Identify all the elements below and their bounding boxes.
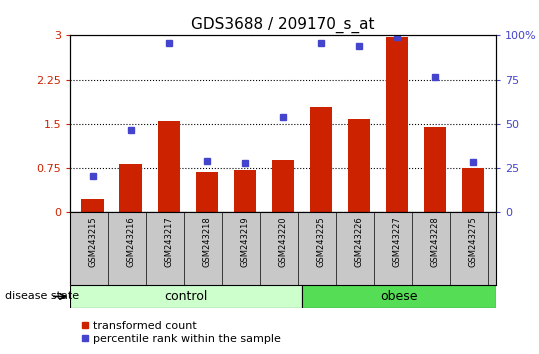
Bar <box>302 285 496 308</box>
Text: GSM243227: GSM243227 <box>392 216 402 267</box>
Text: GSM243216: GSM243216 <box>127 216 135 267</box>
Text: GSM243228: GSM243228 <box>431 216 439 267</box>
Legend: transformed count, percentile rank within the sample: transformed count, percentile rank withi… <box>75 316 286 348</box>
Text: disease state: disease state <box>5 291 80 301</box>
Text: obese: obese <box>380 290 418 303</box>
Title: GDS3688 / 209170_s_at: GDS3688 / 209170_s_at <box>191 16 375 33</box>
Bar <box>348 119 370 212</box>
Bar <box>462 168 485 212</box>
Bar <box>309 107 333 212</box>
Text: GSM243217: GSM243217 <box>164 216 174 267</box>
Bar <box>157 121 181 212</box>
Bar <box>385 37 409 212</box>
Bar <box>120 164 142 212</box>
Text: GSM243225: GSM243225 <box>316 216 326 267</box>
Text: control: control <box>164 290 208 303</box>
Text: GSM243220: GSM243220 <box>279 216 287 267</box>
Bar <box>70 285 302 308</box>
Text: GSM243215: GSM243215 <box>88 216 98 267</box>
Text: GSM243275: GSM243275 <box>468 216 478 267</box>
Text: GSM243226: GSM243226 <box>355 216 363 267</box>
Text: GSM243219: GSM243219 <box>240 216 250 267</box>
Bar <box>81 199 104 212</box>
Bar <box>233 170 257 212</box>
Bar <box>272 160 294 212</box>
Bar <box>424 127 446 212</box>
Text: GSM243218: GSM243218 <box>203 216 211 267</box>
Bar <box>196 172 218 212</box>
